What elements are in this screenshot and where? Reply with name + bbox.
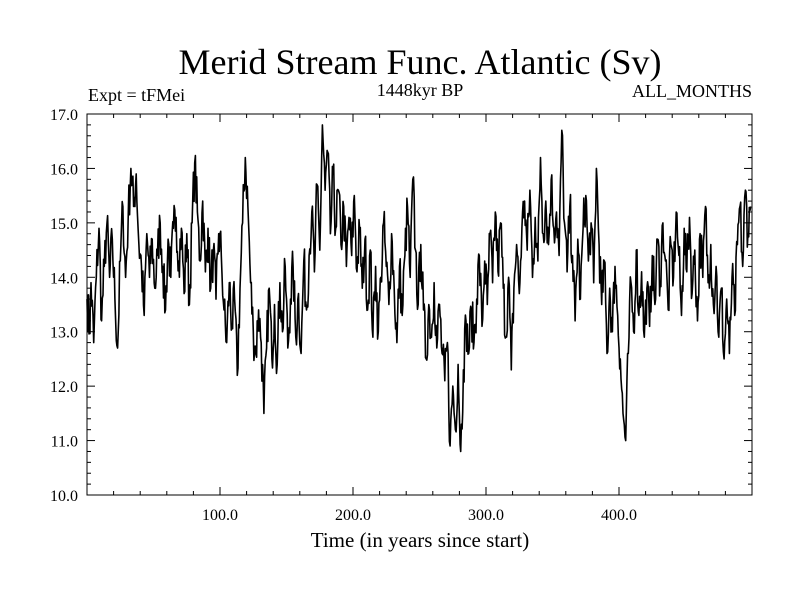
y-tick-label: 16.0	[50, 161, 78, 178]
x-tick-label: 100.0	[202, 507, 238, 524]
experiment-label: Expt = tFMei	[88, 85, 185, 105]
y-tick-label: 11.0	[51, 434, 78, 451]
plot-area: 10.0 11.0 12.0 13.0 14.0 15.0 16.0 17.0 100.0 20…	[50, 107, 753, 524]
x-tick-label: 400.0	[601, 507, 637, 524]
x-tick-label: 200.0	[335, 507, 371, 524]
series-layer	[86, 124, 752, 453]
time-period-label: 1448kyr BP	[377, 80, 464, 100]
y-tick-label: 15.0	[50, 216, 78, 233]
x-axis-label: Time (in years since start)	[311, 528, 530, 552]
x-tick-label: 300.0	[468, 507, 504, 524]
plot-frame	[86, 113, 753, 496]
y-tick-label: 10.0	[50, 488, 78, 505]
series-line	[86, 124, 752, 453]
y-tick-label: 13.0	[50, 325, 78, 342]
chart-title: Merid Stream Func. Atlantic (Sv)	[179, 42, 662, 82]
x-axis: 100.0 200.0 300.0 400.0	[113, 114, 726, 524]
y-tick-label: 14.0	[50, 270, 78, 287]
y-tick-label: 12.0	[50, 379, 78, 396]
y-tick-label: 17.0	[50, 107, 78, 124]
y-axis: 10.0 11.0 12.0 13.0 14.0 15.0 16.0 17.0	[50, 107, 752, 505]
months-label: ALL_MONTHS	[632, 81, 752, 101]
